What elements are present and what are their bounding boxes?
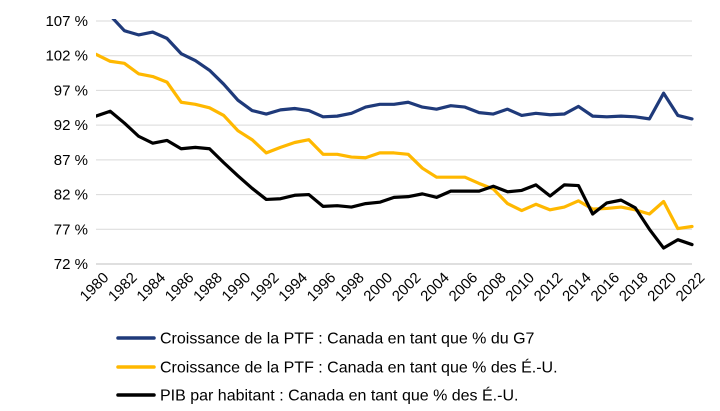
legend-label-2: Croissance de la PTF : Canada en tant qu… [160,358,558,377]
y-tick-label: 92 % [54,117,88,134]
y-tick-label: 102 % [45,48,88,65]
x-tick-label: 2018 [616,269,652,305]
legend: Croissance de la PTF : Canada en tant qu… [116,331,558,405]
y-tick-label: 77 % [54,221,88,238]
tick-labels: 72 %77 %82 %87 %92 %97 %102 %107 %198019… [45,13,708,305]
x-tick-label: 2014 [559,269,595,305]
x-tick-label: 1982 [105,269,141,305]
x-tick-label: 2002 [389,269,425,305]
x-tick-label: 2000 [361,269,397,305]
y-tick-label: 72 % [54,256,88,273]
x-tick-label: 1988 [190,269,226,305]
x-tick-label: 1980 [77,269,113,305]
x-tick-label: 1994 [275,269,311,305]
y-tick-label: 82 % [54,187,88,204]
x-tick-label: 2020 [644,269,680,305]
x-tick-label: 2008 [474,269,510,305]
x-tick-label: 2004 [417,269,453,305]
y-tick-label: 107 % [45,13,88,30]
x-tick-label: 1998 [332,269,368,305]
x-tick-label: 2022 [673,269,709,305]
x-tick-label: 2016 [588,269,624,305]
legend-label-1: Croissance de la PTF : Canada en tant qu… [160,331,535,348]
x-tick-label: 1986 [162,269,198,305]
gridlines [96,20,692,265]
x-tick-label: 1992 [247,269,283,305]
x-tick-label: 2010 [502,269,538,305]
x-tick-label: 2012 [531,269,567,305]
x-tick-label: 1990 [219,269,255,305]
x-tick-label: 1996 [304,269,340,305]
series-line-1 [111,19,694,121]
series-line-2 [96,52,694,231]
x-tick-label: 2006 [446,269,482,305]
y-tick-label: 87 % [54,152,88,169]
series-lines [96,19,694,250]
y-tick-label: 97 % [54,82,88,99]
legend-label-3: PIB par habitant : Canada en tant que % … [160,386,518,405]
series-line-3 [96,109,694,250]
x-tick-label: 1984 [133,269,169,305]
